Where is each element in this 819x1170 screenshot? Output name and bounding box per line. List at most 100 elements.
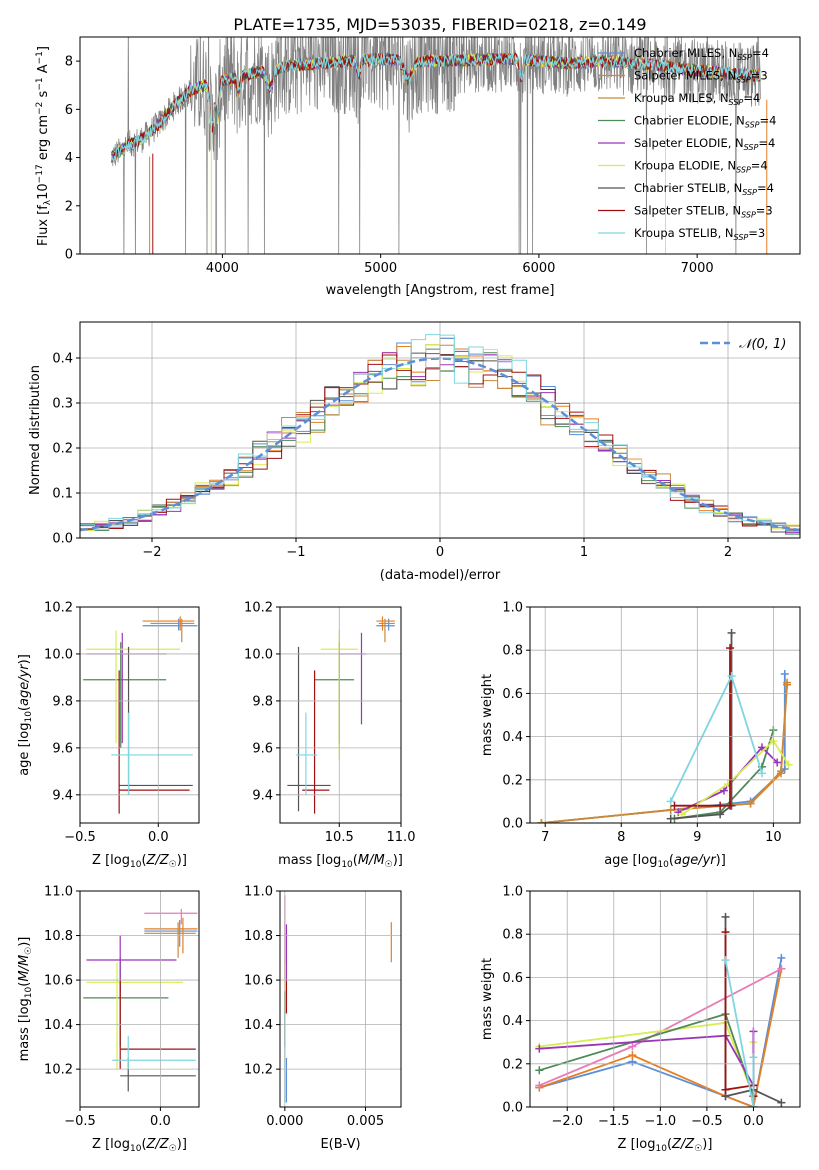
legend-entry: Kroupa MILES, NSSP=4 [634,91,760,107]
x-axis-label: E(B-V) [320,1137,360,1152]
y-tick-label: 10.8 [244,929,273,944]
legend-text: =3 [756,204,773,218]
plot-area [83,616,198,814]
data-point-kroupa_stelib [296,712,318,795]
data-point-chabrier_stelib [119,646,193,795]
label-part: −1 [35,51,45,64]
panel-mass_vs_ebv: 0.000 0.005 10.2 10.4 10.6 10.8 11.0 E(B-V) [244,885,402,1152]
x-tick-label: 0.0 [743,1114,764,1129]
label-part: age [log [17,723,32,776]
label-part: ☉ [169,1144,177,1154]
label-part: 10 [24,711,34,723]
legend-text: =3 [751,69,768,83]
label-part: ] [36,46,51,51]
y-axis-label: age [log10(age/yr)] [17,654,34,776]
data-point-kroupa_miles [144,922,196,958]
x-tick-label: 10.5 [325,830,354,845]
y-tick-label: 11.0 [44,885,73,900]
legend-entry: Chabrier MILES, NSSP=4 [634,46,769,62]
panel-mass_weight_vs_Z: −2.0 −1.5 −1.0 −0.5 0.0 0.0 0.2 0.4 0.6 0.8 1.0 Z [… [480,885,801,1154]
data-point-chabrier_stelib [287,646,331,812]
y-tick-label: 0.6 [502,687,523,702]
y-tick-label: 9.8 [252,694,273,709]
label-part: 10 [36,183,51,200]
series-kroupa_elodie [535,1018,758,1101]
series-line [681,739,790,816]
label-part: ☉ [385,860,393,870]
label-part: Z/Z [146,853,170,868]
legend-text: Chabrier ELODIE, N [634,114,745,128]
x-tick-label: −0.5 [64,1114,96,1129]
panel-mass_vs_Z: −0.5 0.010.210.410.610.811.0Z [log10(Z/Z☉… [17,885,200,1154]
y-tick-label: 10.6 [244,974,273,989]
plot-area [284,895,392,1103]
y-tick-label: 10.4 [44,1018,73,1033]
series-line [539,1012,755,1097]
y-tick-label: 10.6 [44,974,73,989]
legend-text: =4 [752,46,769,60]
label-part: )] [716,853,726,868]
x-tick-label: −1.5 [598,1114,630,1129]
y-axis-label: mass weight [480,674,495,756]
legend-subscript: SSP [734,233,749,242]
y-tick-label: 0.0 [52,532,73,547]
x-tick-label: 11.0 [387,830,416,845]
label-part: ( [141,1137,146,1152]
series-line [539,1021,755,1097]
legend-subscript: SSP [736,76,751,85]
axes-frame [79,890,200,1108]
x-tick-label: 0.0 [150,1114,171,1129]
y-axis-label: Normed distribution [28,365,43,495]
y-tick-label: 4 [65,151,73,166]
plot-area [83,908,198,1092]
label-part: Flux [f [36,205,51,246]
x-axis-label: age [log10(age/yr)] [604,853,726,870]
x-tick-label: 6000 [522,261,555,276]
x-tick-label: −1.0 [645,1114,677,1129]
y-tick-label: 10.0 [44,647,73,662]
label-part: 10 [130,860,142,870]
label-part: −2 [35,102,45,115]
y-tick-label: 0.0 [502,817,523,832]
label-part: ☉ [24,947,34,955]
data-point-salpeter_elodie [339,632,367,725]
legend-subscript: SSP [736,166,751,175]
y-tick-label: 9.6 [52,741,73,756]
data-point-kroupa_miles [378,618,395,643]
y-tick-label: 10.2 [44,601,73,616]
x-axis-label: Z [log10(Z/Z☉)] [92,1137,187,1154]
legend-text: Chabrier STELIB, N [634,181,742,195]
axes-frame [279,890,402,1108]
x-tick-label: −0.5 [64,830,96,845]
data-point-kroupa_miles [150,618,195,643]
legend-text: =4 [757,181,774,195]
x-tick-label: 0 [436,545,444,560]
y-tick-label: 10.2 [244,601,273,616]
axes-frame [529,606,801,824]
legend-subscript: SSP [744,143,759,152]
label-part: ☉ [694,1144,702,1154]
legend-subscript: SSP [742,188,757,197]
x-tick-label: 0.005 [347,1114,384,1129]
label-part: )] [177,1137,187,1152]
y-tick-label: 10.4 [244,1018,273,1033]
data-point-chabrier_elodie [83,957,169,1047]
label-part: ( [141,853,146,868]
y-tick-label: 0.2 [52,442,73,457]
x-axis-label: (data-model)/error [380,568,501,583]
data-point-chabrier_stelib [120,1058,196,1092]
x-tick-label: 0.0 [148,830,169,845]
legend-text: Salpeter STELIB, N [634,204,741,218]
x-tick-label: −2.0 [551,1114,583,1129]
y-tick-label: 0.2 [502,1057,523,1072]
legend-entry: Chabrier ELODIE, NSSP=4 [634,114,776,130]
x-tick-label: −2 [142,545,161,560]
label-part: −17 [35,164,45,183]
legend-text: =3 [748,226,765,240]
label-part: )] [17,937,32,947]
legend-text: Kroupa ELODIE, N [634,159,736,173]
label-part: ( [17,982,32,987]
legend-text: =4 [758,136,775,150]
y-tick-label: 0.0 [502,1101,523,1116]
